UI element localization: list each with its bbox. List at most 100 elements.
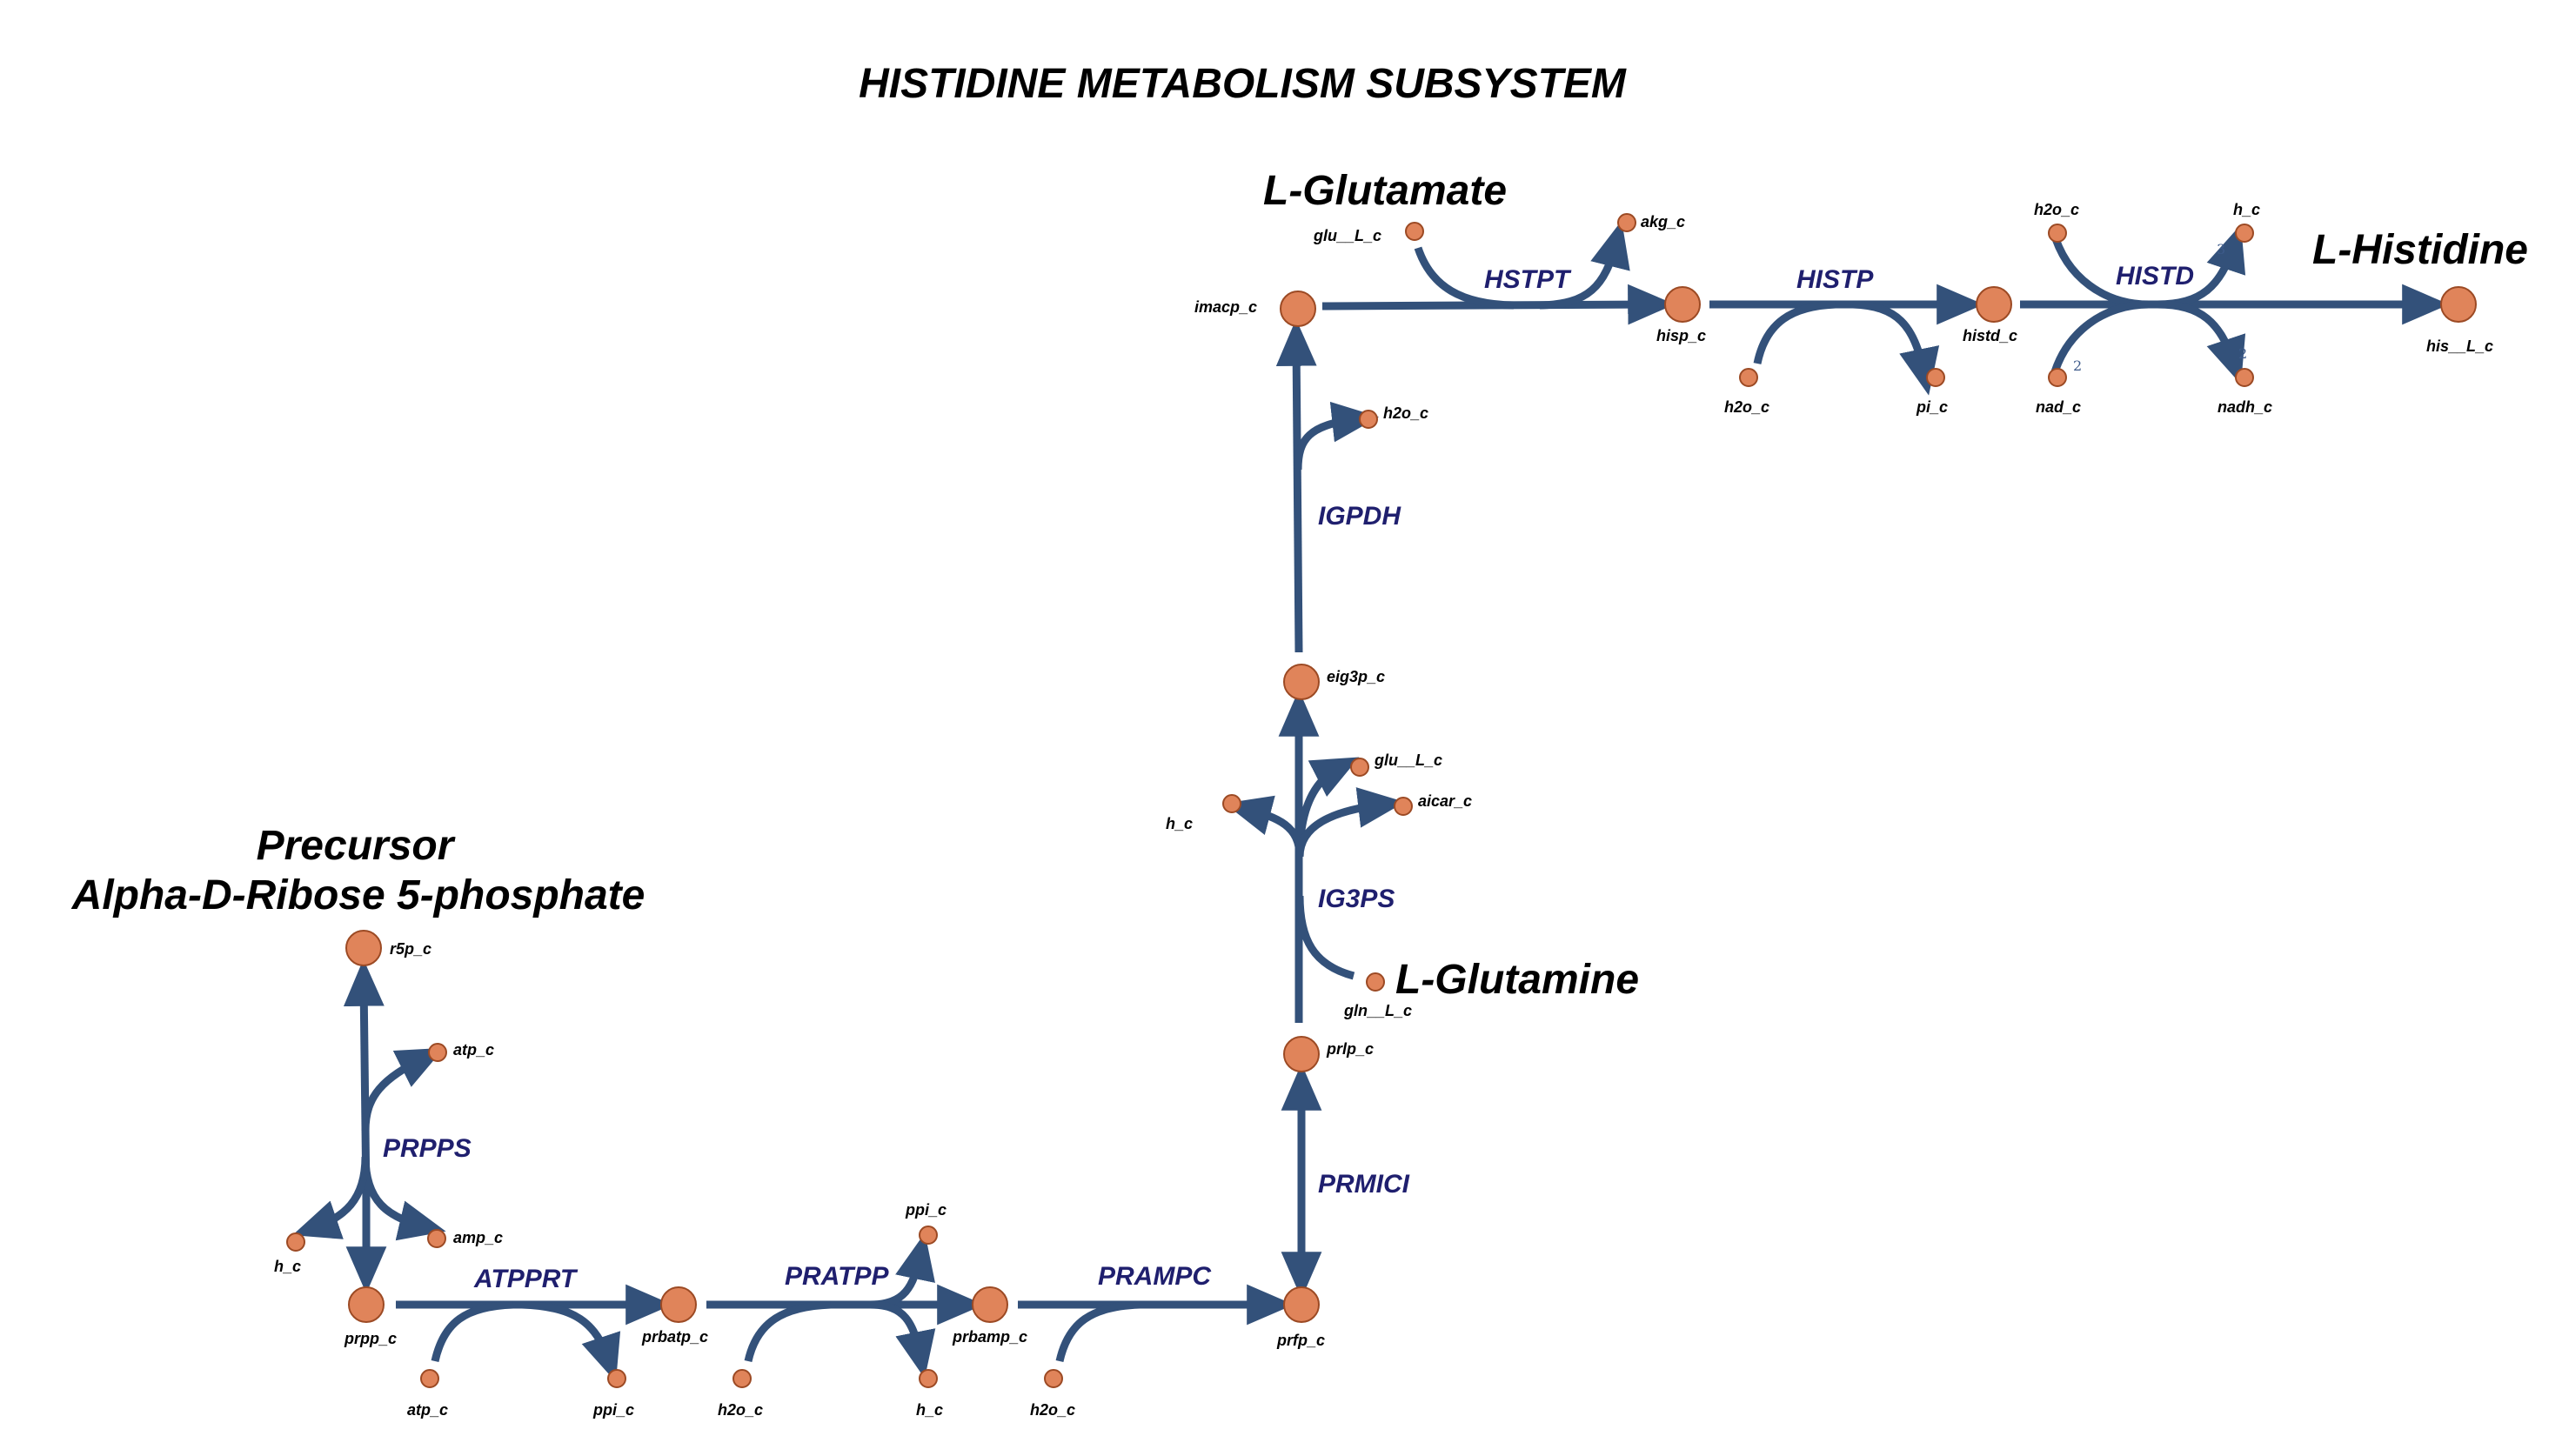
diagram-title: HISTIDINE METABOLISM SUBSYSTEM	[859, 61, 1627, 107]
reaction-label-prpps[interactable]: PRPPS	[383, 1134, 472, 1163]
node-akg[interactable]	[1617, 213, 1636, 232]
label-glu-hstpt: glu__L_c	[1313, 227, 1381, 244]
stoichiometry-labels: 2 3 2	[2073, 241, 2247, 374]
histidine-label: L-Histidine	[2312, 227, 2528, 273]
label-prlp: prlp_c	[1326, 1040, 1374, 1058]
label-gln: gln__L_c	[1343, 1002, 1412, 1019]
hstpt-akg-edge	[1539, 220, 1630, 310]
ig3ps-h-edge	[1224, 795, 1304, 858]
reaction-label-prmici[interactable]: PRMICI	[1318, 1170, 1410, 1199]
node-prbatp[interactable]	[660, 1286, 697, 1323]
label-h2o-histp: h2o_c	[1724, 398, 1769, 416]
label-imacp: imacp_c	[1194, 298, 1257, 316]
node-r5p[interactable]	[345, 930, 382, 966]
node-h2o-histp[interactable]	[1739, 368, 1758, 387]
reaction-label-hstpt[interactable]: HSTPT	[1484, 265, 1572, 294]
label-his: his__L_c	[2426, 337, 2493, 355]
label-r5p: r5p_c	[390, 940, 431, 958]
node-aicar[interactable]	[1394, 797, 1413, 816]
node-prpp[interactable]	[348, 1286, 385, 1323]
ig3ps-aicar-edge	[1295, 787, 1406, 858]
node-h-histd[interactable]	[2235, 224, 2254, 243]
label-prbamp: prbamp_c	[952, 1328, 1027, 1346]
prpps-amp-edge	[361, 1156, 446, 1241]
node-histd[interactable]	[1976, 286, 2012, 323]
node-glu-ig3ps[interactable]	[1350, 758, 1369, 777]
atpprt-ppi-edge	[521, 1300, 621, 1382]
reaction-label-histd[interactable]: HISTD	[2116, 262, 2194, 291]
label-atp-prpps: atp_c	[453, 1041, 494, 1059]
node-h2o-histd[interactable]	[2048, 224, 2067, 243]
hstpt-glu-edge	[1414, 246, 1515, 310]
label-h2o-histd: h2o_c	[2034, 201, 2079, 218]
node-h-prpps[interactable]	[286, 1232, 305, 1252]
prampc-h2o-edge	[1055, 1300, 1141, 1363]
label-h-pratpp: h_c	[916, 1401, 943, 1419]
label-nadh: nadh_c	[2218, 398, 2272, 416]
node-atp-prpps[interactable]	[428, 1043, 447, 1062]
node-prbamp[interactable]	[972, 1286, 1008, 1323]
label-glu-ig3ps: glu__L_c	[1374, 751, 1442, 769]
precursor-label: Precursor	[257, 823, 456, 869]
label-pi: pi_c	[1916, 398, 1948, 416]
label-akg: akg_c	[1641, 213, 1685, 230]
node-h-ig3ps[interactable]	[1222, 794, 1241, 813]
label-ppi-atpprt: ppi_c	[592, 1401, 634, 1419]
histp-pi-edge	[1852, 300, 1940, 396]
node-gln[interactable]	[1366, 972, 1385, 992]
label-prfp: prfp_c	[1276, 1332, 1325, 1349]
node-ppi-pratpp[interactable]	[919, 1226, 938, 1245]
prpps-h-edge	[292, 1156, 370, 1239]
node-amp[interactable]	[427, 1229, 446, 1248]
prpps-atp-edge	[361, 1047, 445, 1132]
node-h2o-prampc[interactable]	[1044, 1369, 1063, 1388]
reaction-label-prampc[interactable]: PRAMPC	[1098, 1262, 1212, 1291]
label-h2o-prampc: h2o_c	[1030, 1401, 1075, 1419]
reaction-label-pratpp[interactable]: PRATPP	[785, 1262, 889, 1291]
stoich-nadh: 2	[2238, 345, 2247, 362]
label-h-histd: h_c	[2233, 201, 2260, 218]
glutamate-label: L-Glutamate	[1263, 168, 1507, 214]
node-eig3p[interactable]	[1283, 664, 1320, 700]
node-glu-hstpt[interactable]	[1405, 222, 1424, 241]
label-prpp: prpp_c	[344, 1330, 397, 1347]
node-prfp[interactable]	[1283, 1286, 1320, 1323]
histd-nadh-edge	[2157, 300, 2246, 384]
node-h-pratpp[interactable]	[919, 1369, 938, 1388]
ig3ps-gln-edge	[1295, 895, 1355, 980]
node-h2o-igpdh[interactable]	[1359, 410, 1378, 429]
histp-h2o-edge	[1753, 300, 1836, 364]
histd-nad-edge	[2049, 300, 2150, 379]
label-h-prpps: h_c	[274, 1258, 301, 1275]
label-nad: nad_c	[2036, 398, 2081, 416]
node-hisp[interactable]	[1664, 286, 1701, 323]
reaction-label-igpdh[interactable]: IGPDH	[1318, 502, 1401, 531]
stoich-nad: 2	[2073, 357, 2082, 374]
reaction-label-histp[interactable]: HISTP	[1796, 265, 1874, 294]
reaction-labels: PRPPS ATPPRT PRATPP PRAMPC PRMICI IG3PS …	[383, 262, 2194, 1293]
label-ppi-pratpp: ppi_c	[905, 1201, 947, 1219]
label-atp-atpprt: atp_c	[407, 1401, 448, 1419]
label-hisp: hisp_c	[1656, 327, 1706, 344]
label-histd: histd_c	[1963, 327, 2017, 344]
reaction-label-ig3ps[interactable]: IG3PS	[1318, 885, 1395, 913]
label-h2o-pratpp: h2o_c	[718, 1401, 763, 1419]
node-his[interactable]	[2440, 286, 2477, 323]
node-pi[interactable]	[1926, 368, 1945, 387]
node-atp-atpprt[interactable]	[420, 1369, 439, 1388]
node-prlp[interactable]	[1283, 1036, 1320, 1072]
node-imacp[interactable]	[1280, 291, 1316, 327]
node-nadh[interactable]	[2235, 368, 2254, 387]
glutamine-label: L-Glutamine	[1395, 957, 1639, 1003]
node-h2o-pratpp[interactable]	[732, 1369, 752, 1388]
node-ppi-atpprt[interactable]	[607, 1369, 626, 1388]
pratpp-h2o-edge	[744, 1300, 832, 1363]
stoich-h: 3	[2217, 241, 2225, 257]
label-h-ig3ps: h_c	[1166, 815, 1193, 832]
metabolite-nodes	[286, 213, 2477, 1388]
reaction-label-atpprt[interactable]: ATPPRT	[473, 1265, 579, 1293]
precursor-name-label: Alpha-D-Ribose 5-phosphate	[71, 872, 646, 918]
label-amp: amp_c	[453, 1229, 503, 1246]
node-nad[interactable]	[2048, 368, 2067, 387]
